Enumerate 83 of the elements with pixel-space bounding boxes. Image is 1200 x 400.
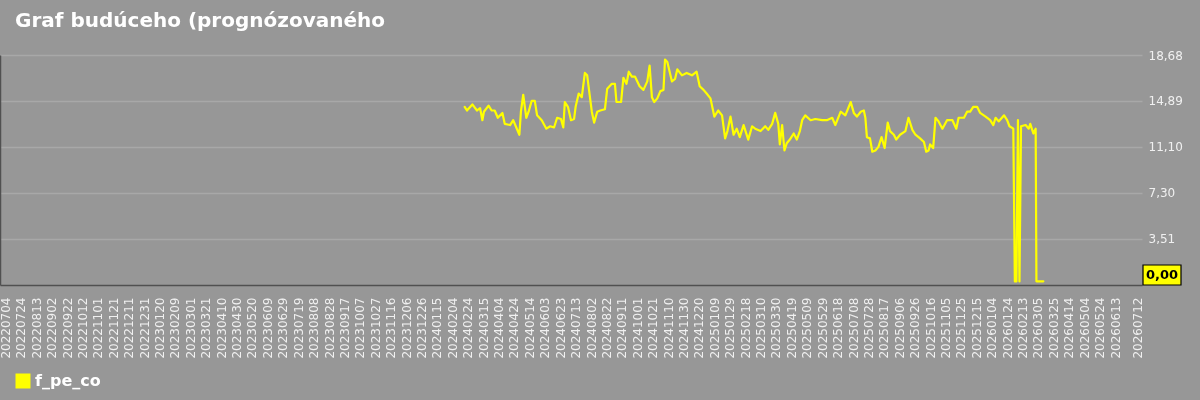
y-tick-label: 7,30 (1148, 186, 1176, 201)
x-tick-label: 20241001 (630, 297, 645, 359)
x-tick-label: 20260104 (985, 297, 1000, 359)
x-tick-label: 20221211 (122, 297, 137, 359)
x-tick-label: 20240424 (507, 297, 522, 359)
x-tick-label: 20241220 (692, 297, 707, 359)
x-tick-label: 20260504 (1077, 297, 1092, 359)
x-tick-label: 20250618 (831, 297, 846, 359)
x-tick-label: 20260305 (1031, 297, 1046, 359)
x-tick-label: 20250817 (877, 297, 892, 359)
x-tick-label: 20250218 (738, 297, 753, 359)
x-tick-label: 20240713 (569, 297, 584, 359)
x-tick-label: 20230120 (153, 297, 168, 359)
y-tick-label: 14,89 (1148, 94, 1183, 109)
y-tick-label: 18,68 (1148, 48, 1183, 63)
x-tick-label: 20260325 (1046, 297, 1061, 359)
x-tick-label: 20251016 (923, 297, 938, 359)
x-tick-label: 20230520 (245, 297, 260, 359)
x-tick-label: 20240315 (476, 297, 491, 359)
x-tick-label: 20250708 (846, 297, 861, 359)
x-tick-label: 20240115 (430, 297, 445, 359)
legend-label: f_pe_co (35, 371, 101, 390)
x-tick-label: 20250906 (892, 297, 907, 359)
x-tick-label: 20250109 (707, 297, 722, 359)
x-tick-label: 20240911 (615, 297, 630, 359)
x-tick-label: 20221231 (137, 297, 152, 359)
x-tick-label: 20240514 (522, 297, 537, 359)
x-tick-label: 20240623 (553, 297, 568, 359)
x-tick-label: 20240404 (492, 297, 507, 359)
x-tick-label: 20250419 (784, 297, 799, 359)
x-tick-label: 20220724 (14, 297, 29, 359)
x-tick-label: 20230321 (199, 297, 214, 359)
x-tick-label: 20230719 (291, 297, 306, 359)
x-tick-label: 20251105 (939, 297, 953, 359)
x-tick-label: 20220922 (60, 297, 75, 359)
x-tick-label: 20260712 (1130, 297, 1145, 359)
x-tick-label: 20230609 (260, 297, 275, 359)
x-tick-label: 20230430 (230, 297, 245, 359)
x-tick-label: 20231116 (384, 297, 399, 359)
x-tick-label: 20250310 (754, 297, 769, 359)
x-tick-label: 20240224 (461, 297, 476, 359)
x-tick-label: 20230301 (183, 297, 198, 359)
x-tick-label: 20230917 (337, 297, 352, 359)
x-tick-label: 20251125 (954, 297, 969, 359)
x-tick-label: 20260524 (1093, 297, 1108, 359)
x-tick-label: 20240204 (445, 297, 460, 359)
x-tick-label: 20250926 (908, 297, 923, 359)
x-tick-label: 20231226 (415, 297, 430, 359)
x-tick-label: 20231027 (368, 297, 383, 359)
x-tick-label: 20250728 (861, 297, 876, 359)
x-tick-label: 20221012 (75, 297, 90, 359)
x-tick-label: 20241130 (677, 297, 691, 359)
x-tick-label: 20231007 (353, 297, 368, 359)
x-tick-label: 20231206 (399, 297, 414, 359)
x-tick-label: 20230629 (276, 297, 291, 359)
x-tick-label: 20250509 (800, 297, 815, 359)
x-tick-label: 20250129 (723, 297, 738, 359)
y-tick-label: 3,51 (1148, 232, 1176, 247)
x-tick-label: 20221101 (91, 297, 106, 359)
x-tick-label: 20220704 (0, 297, 13, 359)
y-tick-label: 11,10 (1148, 140, 1183, 155)
x-tick-label: 20230808 (307, 297, 322, 359)
x-tick-label: 20240822 (599, 297, 614, 359)
x-tick-label: 20240603 (538, 297, 553, 359)
text: 0,00 (1145, 267, 1179, 282)
x-tick-label: 20251215 (969, 297, 984, 359)
x-tick-label: 20230828 (322, 297, 337, 359)
x-tick-label: 20260414 (1062, 297, 1077, 359)
line-series (463, 58, 1045, 283)
x-tick-label: 20230209 (168, 297, 183, 359)
x-tick-label: 20260124 (1000, 297, 1015, 359)
x-tick-label: 20250529 (815, 297, 830, 359)
x-tick-label: 20220813 (29, 297, 44, 359)
x-tick-label: 20260613 (1108, 297, 1123, 359)
x-tick-label: 20240802 (584, 297, 599, 359)
x-tick-label: 20250330 (769, 297, 784, 359)
x-tick-label: 20241021 (646, 297, 661, 359)
chart-title: Graf budúceho (prognózovaného (15, 8, 385, 32)
x-tick-label: 20241110 (661, 297, 676, 359)
x-tick-label: 20221121 (106, 297, 121, 359)
x-tick-label: 20230410 (214, 297, 229, 359)
x-tick-label: 20220902 (45, 297, 60, 359)
x-tick-label: 20260213 (1016, 297, 1031, 359)
